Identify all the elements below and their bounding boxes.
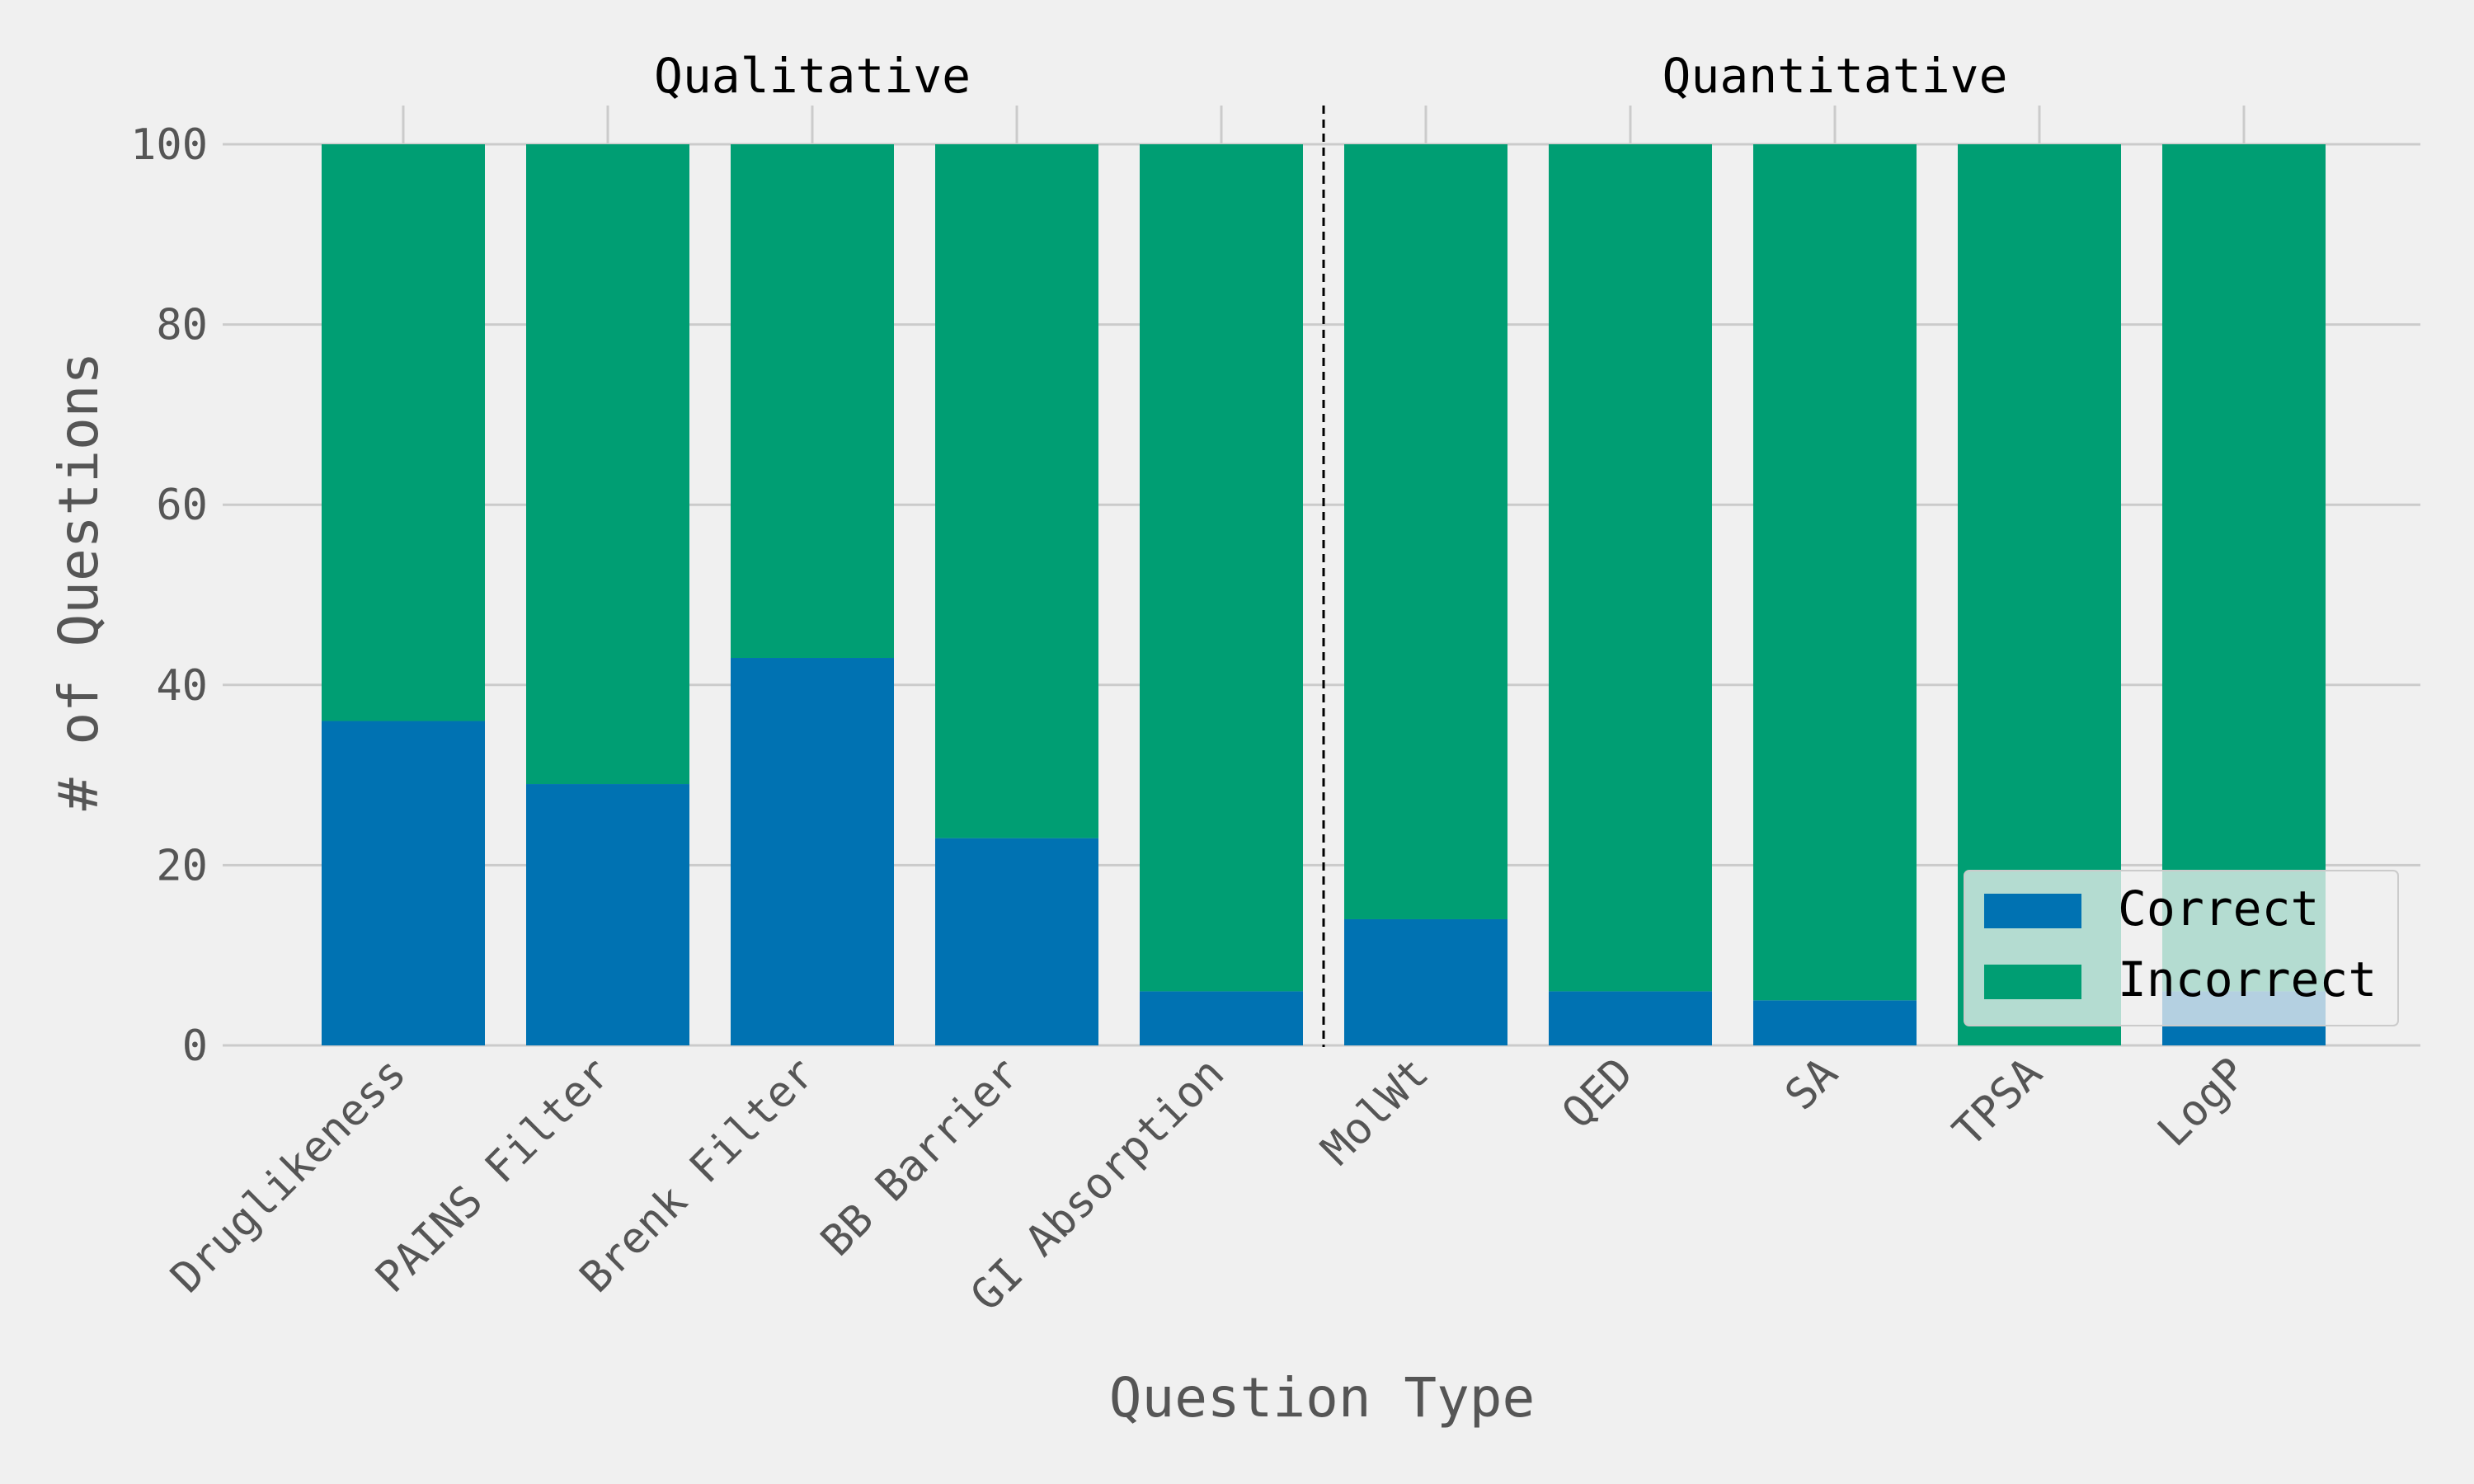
bar-correct-pains-filter (526, 784, 689, 1045)
x-tick-label: LogP (2148, 1049, 2256, 1157)
bar-incorrect-gi-absorption (1140, 144, 1303, 992)
bar-incorrect-brenk-filter (731, 144, 894, 659)
bar-correct-qed (1549, 991, 1712, 1045)
x-tick-label: SA (1776, 1049, 1847, 1120)
bar-correct-molwt (1344, 918, 1507, 1045)
group-labels: Qualitative Quantitative (654, 48, 2008, 104)
legend-label-correct: Correct (2118, 881, 2319, 937)
group-label-quantitative: Quantitative (1662, 48, 2007, 104)
group-label-qualitative: Qualitative (654, 48, 971, 104)
bar-correct-bb-barrier (935, 838, 1098, 1045)
y-tick-label: 60 (156, 481, 208, 530)
bar-incorrect-qed (1549, 144, 1712, 992)
bars (322, 144, 2326, 1045)
legend-swatch-correct (1984, 894, 2081, 928)
top-tick-marks (402, 106, 2246, 144)
y-tick-label: 100 (130, 120, 208, 170)
bar-correct-sa (1753, 1000, 1917, 1045)
x-tick-label: QED (1553, 1049, 1643, 1139)
bar-incorrect-bb-barrier (935, 144, 1098, 838)
y-axis-title: # of Questions (47, 352, 111, 810)
bar-incorrect-pains-filter (526, 144, 689, 785)
bar-incorrect-logp (2162, 144, 2326, 992)
bar-correct-brenk-filter (731, 658, 894, 1045)
bar-correct-gi-absorption (1140, 991, 1303, 1045)
y-tick-label: 80 (156, 301, 208, 350)
y-tick-label: 0 (182, 1021, 208, 1071)
x-axis-title: Question Type (1109, 1366, 1536, 1430)
legend-swatch-incorrect (1984, 965, 2081, 999)
bar-incorrect-druglikeness (322, 144, 485, 721)
legend-label-incorrect: Incorrect (2118, 951, 2377, 1007)
x-tick-label: TPSA (1944, 1049, 2052, 1157)
bar-correct-druglikeness (322, 721, 485, 1045)
legend: Correct Incorrect (1964, 870, 2399, 1026)
y-tick-labels: 0 20 40 60 80 100 (130, 120, 208, 1071)
y-tick-label: 20 (156, 841, 208, 890)
x-tick-label: BB Barrier (811, 1049, 1029, 1266)
bar-incorrect-molwt (1344, 144, 1507, 919)
y-tick-label: 40 (156, 661, 208, 711)
x-tick-label: MolWt (1312, 1049, 1438, 1175)
bar-incorrect-sa (1753, 144, 1917, 1001)
